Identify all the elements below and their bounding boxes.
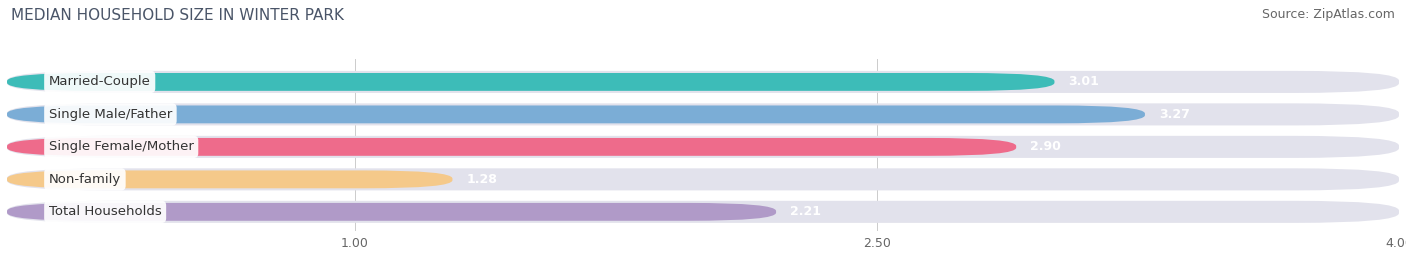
FancyBboxPatch shape	[7, 138, 1017, 156]
Text: MEDIAN HOUSEHOLD SIZE IN WINTER PARK: MEDIAN HOUSEHOLD SIZE IN WINTER PARK	[11, 8, 344, 23]
Text: 2.21: 2.21	[790, 205, 821, 218]
Text: Single Male/Father: Single Male/Father	[49, 108, 172, 121]
Text: 2.90: 2.90	[1031, 140, 1062, 153]
FancyBboxPatch shape	[7, 136, 1399, 158]
Text: Total Households: Total Households	[49, 205, 162, 218]
Text: Source: ZipAtlas.com: Source: ZipAtlas.com	[1261, 8, 1395, 21]
Text: Married-Couple: Married-Couple	[49, 75, 150, 89]
Text: Single Female/Mother: Single Female/Mother	[49, 140, 194, 153]
FancyBboxPatch shape	[7, 171, 453, 188]
Text: 3.01: 3.01	[1069, 75, 1099, 89]
FancyBboxPatch shape	[7, 71, 1399, 93]
FancyBboxPatch shape	[7, 201, 1399, 223]
Text: 3.27: 3.27	[1159, 108, 1189, 121]
FancyBboxPatch shape	[7, 203, 776, 221]
FancyBboxPatch shape	[7, 73, 1054, 91]
FancyBboxPatch shape	[7, 168, 1399, 190]
FancyBboxPatch shape	[7, 105, 1144, 123]
Text: 1.28: 1.28	[467, 173, 498, 186]
FancyBboxPatch shape	[7, 103, 1399, 125]
Text: Non-family: Non-family	[49, 173, 121, 186]
